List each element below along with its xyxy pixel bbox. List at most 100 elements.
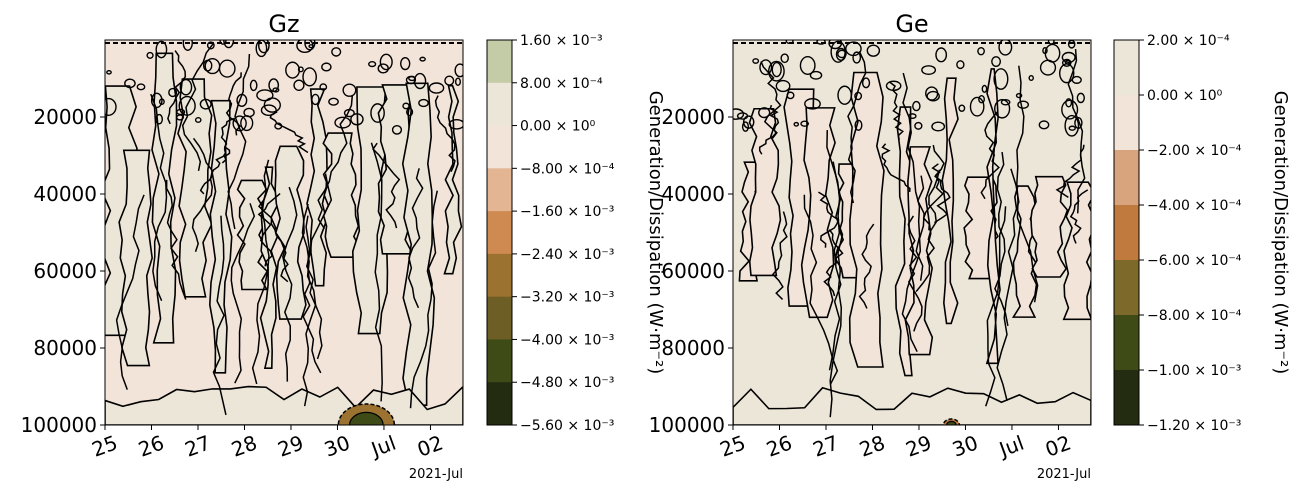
- contour-line: [370, 142, 383, 402]
- colorbar: 2.00 × 10⁻⁴ 0.00 × 10⁰ −2.00 × 10⁻⁴ −4.00 ×…: [1113, 33, 1290, 434]
- y-tick-label: 60000: [33, 259, 97, 283]
- contour-line: [370, 103, 385, 123]
- contour-line: [302, 67, 317, 87]
- x-tick-label: 02: [1042, 430, 1074, 461]
- contour-line: [958, 104, 966, 112]
- colorbar-tick-label: −1.20 × 10⁻³: [1147, 418, 1241, 434]
- contour-line: [321, 62, 332, 72]
- contour-line: [837, 85, 853, 105]
- contour-line: [258, 40, 270, 54]
- colorbar-tick-label: 0.00 × 10⁰: [1147, 88, 1223, 104]
- contour-line: [1055, 144, 1085, 199]
- x-tick-label: Jul: [994, 431, 1027, 462]
- colorbar-label: Generation/Dissipation (W·m⁻²): [1270, 91, 1290, 375]
- chart-title: Ge: [895, 10, 928, 38]
- contour-area: [733, 40, 1091, 425]
- contour-line: [302, 215, 322, 374]
- contour-line: [251, 159, 270, 385]
- contour-line: [854, 119, 863, 131]
- contour-line: [912, 100, 921, 112]
- colorbar-band: [1114, 95, 1139, 151]
- contour-line: [793, 121, 800, 127]
- x-tick-label: 30: [321, 430, 353, 461]
- contour-line: [852, 51, 862, 64]
- contour-line: [758, 107, 771, 119]
- x-tick-label: 27: [810, 430, 842, 461]
- contour-line: [194, 117, 202, 123]
- contour-line: [191, 137, 214, 253]
- contour-line: [866, 44, 881, 57]
- contour-region: [259, 166, 281, 369]
- colorbar-tick-label: −5.60 × 10⁻³: [520, 418, 614, 434]
- contour-region: [800, 107, 836, 319]
- x-tick-label: 26: [763, 430, 795, 461]
- contour-line: [823, 229, 844, 297]
- contour-line: [328, 97, 339, 106]
- colorbar-band: [487, 211, 512, 255]
- contour-line: [199, 98, 212, 110]
- contour-line: [150, 92, 163, 109]
- contour-line: [444, 75, 455, 86]
- contour-line: [419, 56, 426, 62]
- contour-line: [984, 206, 1007, 407]
- contour-line: [786, 91, 795, 100]
- contour-region: [443, 84, 463, 275]
- colorbar-tick-label: −1.60 × 10⁻³: [520, 204, 614, 220]
- contour-line: [1067, 48, 1086, 214]
- contour-line: [220, 117, 235, 164]
- contour-region: [118, 149, 153, 367]
- y-tick-label: 80000: [33, 336, 97, 360]
- contour-line: [881, 143, 911, 192]
- contour-region: [941, 77, 959, 325]
- contour-line: [1061, 51, 1076, 64]
- contour-line: [454, 63, 463, 78]
- contour-line: [829, 161, 844, 418]
- contour-line: [311, 93, 320, 106]
- contour-line: [1068, 125, 1076, 131]
- contour-line: [158, 98, 165, 105]
- contour-line: [1000, 98, 1011, 106]
- y-tick-label: 40000: [661, 182, 725, 206]
- contour-line: [296, 40, 314, 53]
- contour-line: [998, 40, 1013, 56]
- colorbar-tick-label: 1.60 × 10⁻³: [520, 33, 603, 49]
- colorbar-frame: [1113, 39, 1140, 426]
- contour-line: [1064, 114, 1080, 137]
- contour-line: [991, 56, 1002, 68]
- plot-frame: [732, 39, 1092, 426]
- contour-line: [269, 111, 309, 154]
- y-tick-label: 60000: [661, 259, 725, 283]
- colorbar-tick-label: −6.00 × 10⁻⁴: [1147, 253, 1242, 269]
- colorbar-tick-label: 0.00 × 10⁰: [520, 119, 596, 135]
- colorbar-tick-label: 8.00 × 10⁻⁴: [520, 76, 603, 92]
- contour-line: [155, 40, 168, 59]
- colorbar-band: [1114, 40, 1139, 96]
- contour-line: [106, 69, 112, 75]
- contour-line: [969, 96, 985, 117]
- contour-line: [907, 215, 923, 332]
- colorbar-tick-label: −4.00 × 10⁻⁴: [1147, 198, 1242, 214]
- contour-region: [1030, 175, 1069, 278]
- contour-line: [847, 50, 867, 204]
- colorbar-band: [1114, 205, 1139, 261]
- contour-line: [268, 78, 280, 93]
- contour-line: [319, 83, 328, 91]
- contour-line: [167, 50, 187, 125]
- colorbar-label: Generation/Dissipation (W·m⁻²): [645, 91, 666, 375]
- x-offset-label: 2021-Jul: [409, 467, 463, 482]
- contour-line: [980, 110, 1000, 200]
- contour-region: [748, 107, 782, 277]
- plot-frame: [104, 39, 464, 426]
- colorbar-tick-label: −2.00 × 10⁻⁴: [1147, 143, 1242, 159]
- contour-line: [218, 59, 236, 78]
- contour-line: [413, 72, 427, 90]
- contour-region: [401, 82, 436, 406]
- contour-line: [1047, 40, 1055, 45]
- colorbar-tick-label: 2.00 × 10⁻⁴: [1147, 33, 1230, 49]
- y-tick-label: 100000: [649, 413, 725, 437]
- contour-line: [448, 118, 463, 130]
- contour-line: [391, 125, 403, 135]
- contour-line: [921, 65, 937, 76]
- colorbar-tick-label: −4.80 × 10⁻³: [520, 375, 614, 391]
